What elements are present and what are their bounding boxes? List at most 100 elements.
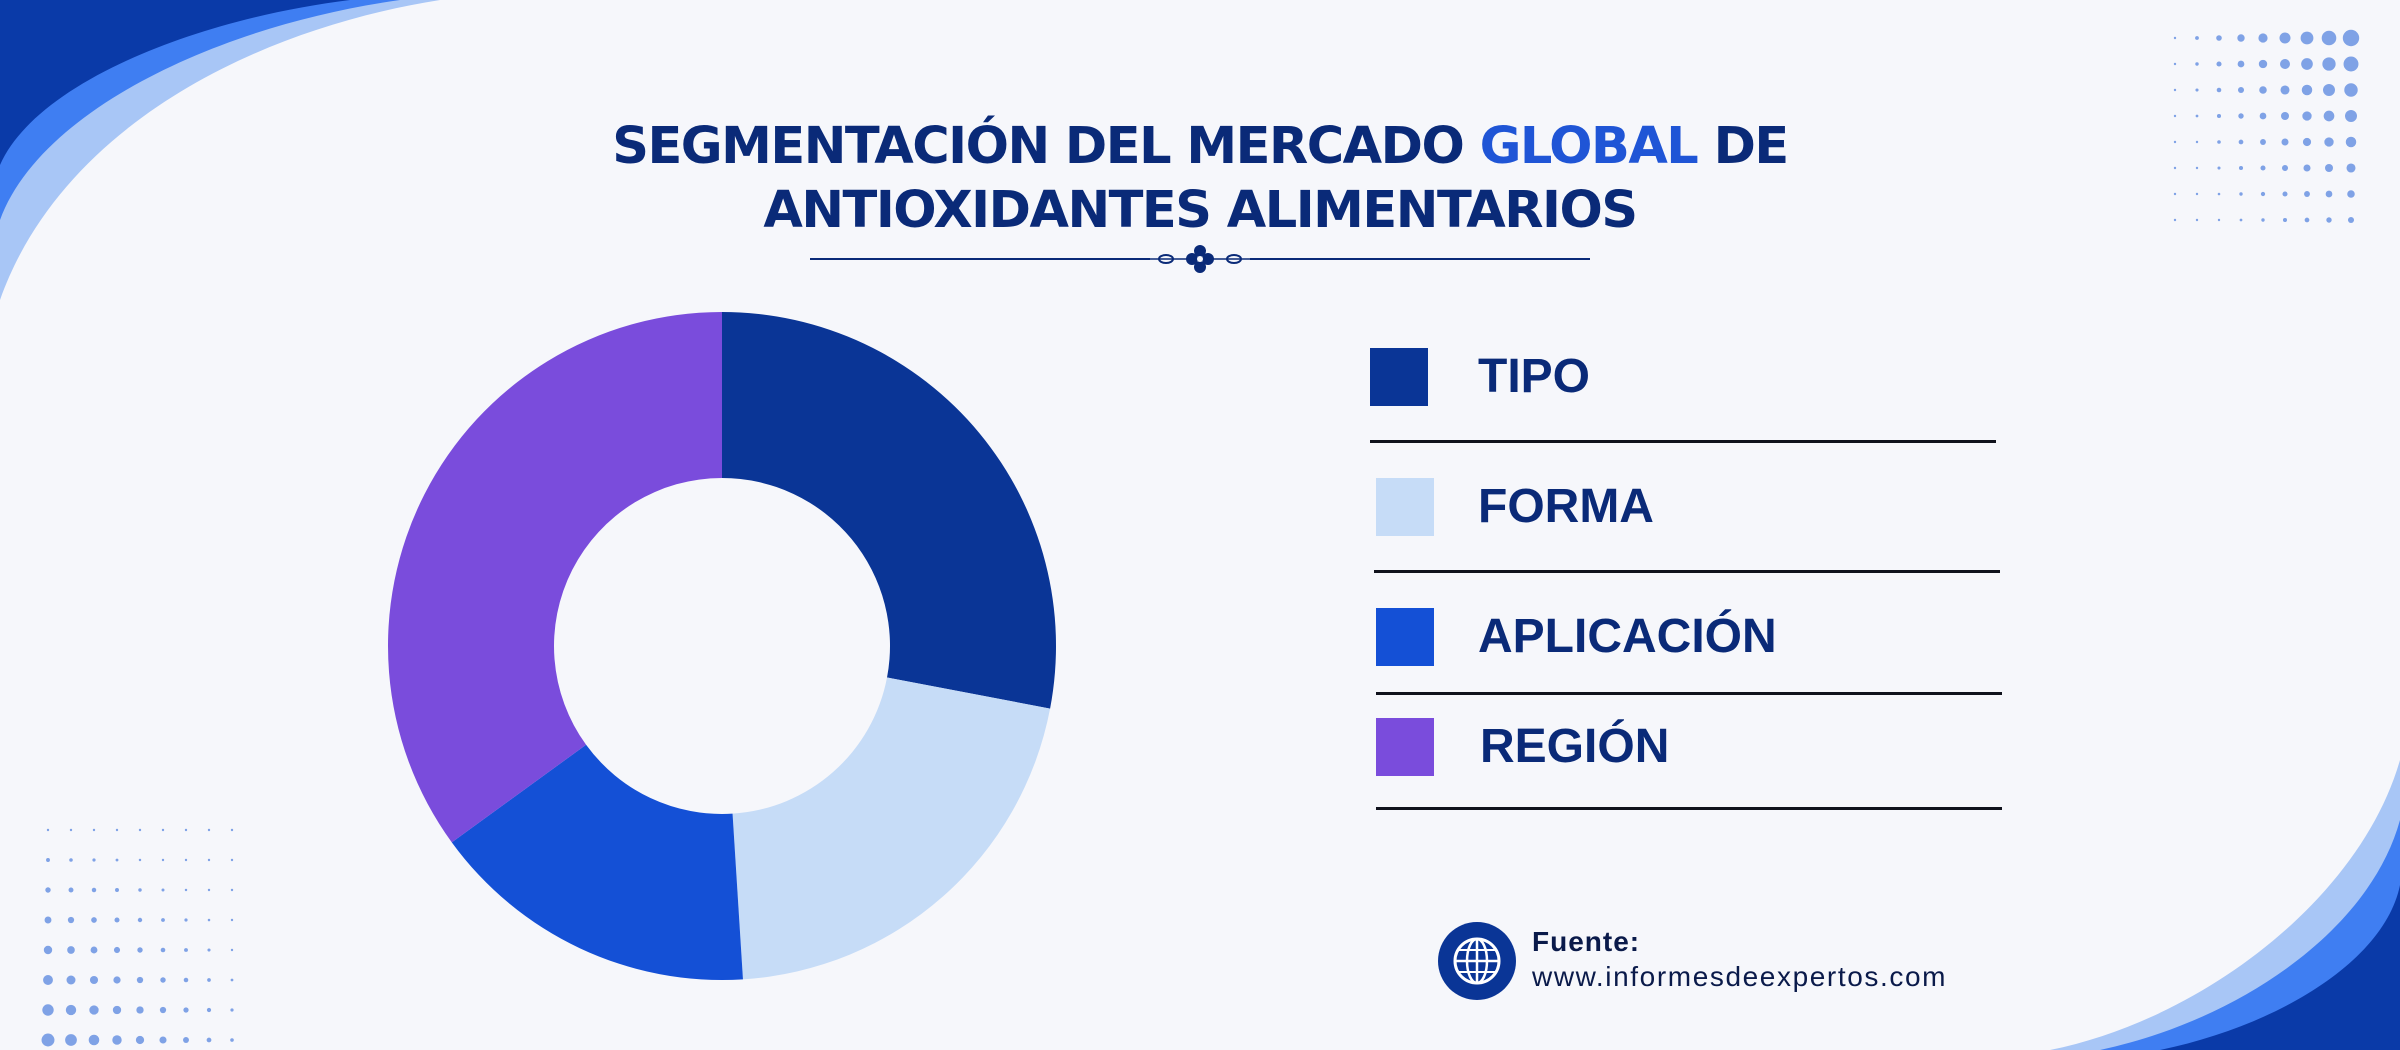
- decor-dot: [230, 888, 234, 892]
- decor-dot: [2239, 218, 2243, 222]
- legend-swatch-tipo: [1370, 348, 1428, 406]
- decor-dot: [2195, 114, 2199, 118]
- decor-dot: [115, 888, 119, 892]
- decor-dot: [43, 975, 53, 985]
- decor-dot: [184, 888, 188, 892]
- legend-item-forma: FORMA: [1370, 478, 2000, 573]
- legend-swatch-forma: [1376, 478, 1434, 536]
- decor-dot: [2326, 217, 2332, 223]
- bottom-right-wave: [2050, 760, 2400, 1050]
- decor-dot: [69, 828, 73, 832]
- decor-dot: [2301, 84, 2313, 96]
- decor-dot: [2342, 29, 2360, 47]
- decor-dot: [138, 888, 142, 892]
- decor-dot: [159, 1006, 167, 1014]
- decor-dot: [2238, 139, 2244, 145]
- decor-dot: [183, 1037, 189, 1043]
- decor-dot: [230, 828, 234, 832]
- decor-dot: [207, 948, 211, 952]
- decor-dot: [230, 918, 234, 922]
- decor-dot: [230, 1008, 234, 1012]
- decor-dot: [2280, 111, 2290, 121]
- decor-dot: [2237, 60, 2245, 68]
- decor-dot: [2217, 166, 2221, 170]
- title-highlight: GLOBAL: [1479, 117, 1699, 176]
- decor-dot: [160, 977, 166, 983]
- legend-swatch-aplicacion: [1376, 608, 1434, 666]
- title-line-2: ANTIOXIDANTES ALIMENTARIOS: [763, 181, 1638, 240]
- decor-dot: [2259, 86, 2267, 94]
- decor-dot: [207, 918, 211, 922]
- decor-dot: [159, 1036, 167, 1044]
- decor-dot: [2237, 86, 2245, 94]
- decor-dot: [2217, 140, 2221, 144]
- decor-dot: [91, 917, 97, 923]
- decor-dot: [2239, 192, 2243, 196]
- decor-dot: [2195, 88, 2199, 92]
- decor-dot: [230, 948, 234, 952]
- decor-dot: [137, 947, 143, 953]
- decor-dot: [230, 1038, 234, 1042]
- decor-dot: [2195, 218, 2199, 222]
- decor-dot: [42, 1004, 54, 1016]
- decor-dot: [114, 917, 120, 923]
- decor-dot: [2280, 85, 2290, 95]
- decor-dot: [67, 916, 75, 924]
- decor-dot: [230, 858, 234, 862]
- decor-dot: [115, 858, 119, 862]
- decor-dot: [2173, 218, 2177, 222]
- legend-label-tipo: TIPO: [1478, 350, 1591, 403]
- decor-dot: [2345, 110, 2357, 122]
- top-left-wave: [0, 0, 440, 300]
- dot-pattern-top-right: [2173, 29, 2360, 224]
- decor-dot: [137, 917, 143, 923]
- decor-dot: [2323, 84, 2335, 96]
- decor-dot: [2302, 111, 2312, 121]
- donut-slice-aplicacion: [451, 744, 743, 980]
- decor-dot: [2260, 191, 2266, 197]
- decor-dot: [89, 975, 99, 985]
- decor-dot: [2279, 58, 2291, 70]
- title-line-1: SEGMENTACIÓN DEL MERCADO GLOBAL DE: [0, 115, 2400, 179]
- decor-dot: [2281, 164, 2289, 172]
- decor-dot: [2325, 190, 2333, 198]
- decor-dot: [2323, 110, 2335, 122]
- legend-divider: [1376, 807, 2002, 810]
- decor-dot: [136, 976, 144, 984]
- legend-item-tipo: TIPO: [1370, 348, 2000, 443]
- decor-dot: [41, 1033, 55, 1047]
- decor-dot: [2195, 166, 2199, 170]
- decor-dot: [2173, 36, 2177, 40]
- decor-dot: [90, 946, 98, 954]
- decor-dot: [88, 1034, 100, 1046]
- decor-dot: [183, 977, 189, 983]
- decor-dot: [2260, 139, 2266, 145]
- decor-dot: [2173, 114, 2177, 118]
- decor-dot: [2217, 192, 2221, 196]
- decor-dot: [206, 1037, 212, 1043]
- source-label: Fuente:: [1532, 926, 1641, 957]
- decor-dot: [2238, 113, 2244, 119]
- decor-dot: [89, 1005, 99, 1015]
- decor-dot: [92, 828, 96, 832]
- decor-dot: [2173, 88, 2177, 92]
- decor-dot: [46, 858, 50, 862]
- legend-label-forma: FORMA: [1478, 480, 1654, 533]
- decor-dot: [2173, 166, 2177, 170]
- decor-dot: [2173, 192, 2177, 196]
- decor-dot: [2259, 112, 2267, 120]
- decor-dot: [2300, 31, 2314, 45]
- decor-dot: [207, 828, 211, 832]
- decor-dot: [184, 948, 188, 952]
- decor-dot: [115, 828, 119, 832]
- decor-dot: [207, 888, 211, 892]
- decor-dot: [2216, 61, 2222, 67]
- decor-dot: [2347, 216, 2355, 224]
- title-line-1-suffix: DE: [1697, 117, 1790, 176]
- decor-dot: [2304, 217, 2310, 223]
- decor-dot: [2258, 59, 2268, 69]
- legend-divider: [1374, 570, 2000, 573]
- decor-dot: [65, 1004, 77, 1016]
- decor-dot: [184, 828, 188, 832]
- decor-dot: [136, 1006, 144, 1014]
